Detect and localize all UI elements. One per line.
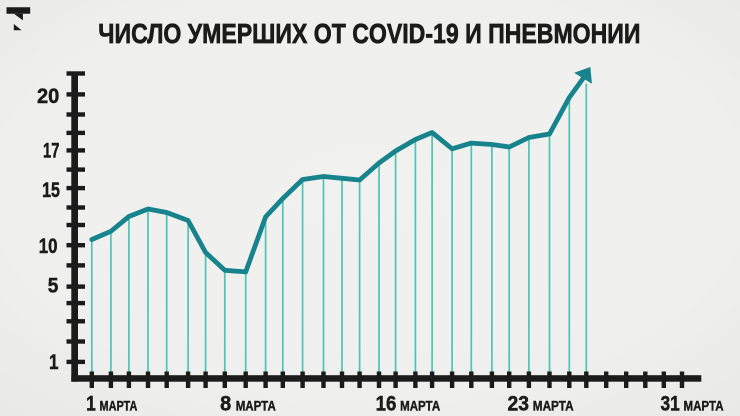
svg-text:МАРТА: МАРТА	[100, 398, 138, 413]
svg-text:16: 16	[376, 392, 397, 416]
svg-text:МАРТА: МАРТА	[400, 398, 440, 413]
svg-text:5: 5	[48, 273, 59, 297]
svg-text:17: 17	[43, 139, 59, 163]
svg-text:ЧИСЛО УМЕРШИХ ОТ COVID-19 И ПН: ЧИСЛО УМЕРШИХ ОТ COVID-19 И ПНЕВМОНИИ	[98, 18, 640, 49]
svg-text:1: 1	[49, 350, 59, 374]
svg-text:15: 15	[42, 178, 60, 202]
svg-text:23: 23	[508, 392, 530, 416]
svg-text:1: 1	[86, 392, 96, 416]
svg-text:МАРТА: МАРТА	[533, 398, 574, 413]
svg-text:31: 31	[661, 392, 680, 416]
svg-text:20: 20	[37, 84, 59, 108]
svg-text:МАРТА: МАРТА	[684, 398, 724, 413]
svg-text:8: 8	[220, 392, 231, 416]
svg-text:10: 10	[39, 234, 58, 258]
svg-text:МАРТА: МАРТА	[236, 398, 276, 413]
